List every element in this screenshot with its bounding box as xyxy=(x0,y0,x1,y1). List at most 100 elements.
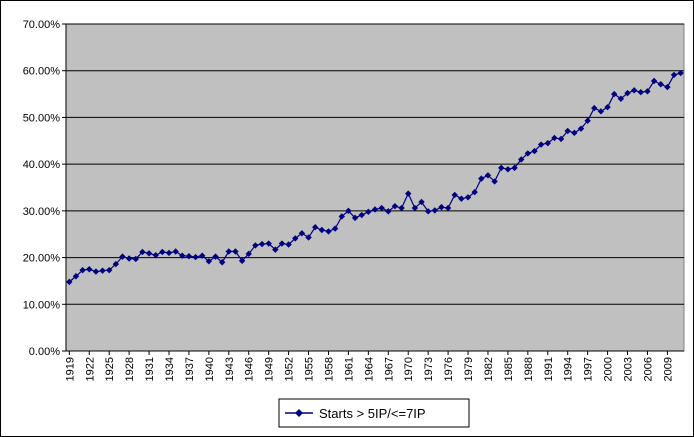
data-point xyxy=(86,266,93,273)
x-tick-label: 1961 xyxy=(343,357,355,381)
data-point xyxy=(365,208,372,215)
data-point xyxy=(205,258,213,265)
data-point xyxy=(179,252,186,259)
data-point xyxy=(664,83,671,91)
data-point xyxy=(484,172,492,179)
x-tick-label: 1940 xyxy=(204,357,216,381)
data-point xyxy=(597,108,605,115)
data-point xyxy=(537,141,545,148)
data-point xyxy=(438,203,445,211)
data-point xyxy=(444,204,452,212)
y-axis-ticks: 0.00% 10.00% 20.00% 30.00% 40.00% 50.00% 60.00… xyxy=(23,19,684,358)
data-point xyxy=(385,208,392,215)
data-point xyxy=(252,242,259,249)
data-point xyxy=(418,198,425,206)
data-point xyxy=(458,195,465,202)
legend-marker-diamond xyxy=(295,409,303,417)
x-tick-label: 1994 xyxy=(563,357,575,381)
data-point xyxy=(165,249,173,257)
x-tick-label: 1931 xyxy=(144,357,156,381)
data-point xyxy=(92,268,100,275)
data-point xyxy=(66,278,73,286)
x-tick-label: 1937 xyxy=(184,357,196,381)
data-point xyxy=(119,253,126,260)
x-tick-label: 1985 xyxy=(503,357,515,381)
data-point xyxy=(498,164,505,172)
data-point xyxy=(405,190,412,197)
x-tick-label: 1973 xyxy=(423,357,435,381)
x-tick-label: 1946 xyxy=(244,357,256,381)
data-point xyxy=(218,259,226,266)
legend-label: Starts > 5IP/<=7IP xyxy=(319,406,426,421)
x-tick-label: 1976 xyxy=(443,357,455,381)
data-point xyxy=(644,88,651,95)
data-point xyxy=(478,175,485,182)
data-point xyxy=(305,234,312,241)
data-point xyxy=(584,117,591,124)
data-point xyxy=(378,204,385,212)
data-point xyxy=(657,81,664,88)
data-point xyxy=(398,204,405,212)
data-point xyxy=(225,248,233,255)
data-point xyxy=(524,150,532,157)
data-point xyxy=(464,194,472,201)
data-point xyxy=(557,135,565,143)
x-tick-label: 1991 xyxy=(543,357,555,381)
data-point xyxy=(650,77,658,85)
data-point xyxy=(371,206,379,213)
y-tick-label: 30.00% xyxy=(23,206,61,218)
data-point xyxy=(272,246,279,253)
x-tick-label: 1928 xyxy=(124,357,136,381)
data-point xyxy=(670,71,678,79)
data-point xyxy=(338,213,345,220)
data-point xyxy=(358,211,365,219)
data-point xyxy=(172,248,179,255)
y-tick-label: 50.00% xyxy=(23,112,61,124)
x-tick-label: 1952 xyxy=(284,357,296,381)
x-tick-label: 1982 xyxy=(483,357,495,381)
data-point xyxy=(331,225,339,232)
x-tick-label: 1967 xyxy=(383,357,395,381)
data-point xyxy=(152,252,159,259)
data-point xyxy=(624,89,631,97)
data-point xyxy=(285,241,292,248)
data-point xyxy=(192,253,199,261)
data-point xyxy=(238,257,246,265)
data-point xyxy=(491,178,498,185)
x-tick-label: 1988 xyxy=(523,357,535,381)
data-point xyxy=(517,156,525,163)
data-point xyxy=(345,207,352,215)
data-point xyxy=(112,260,120,268)
data-point xyxy=(591,104,598,112)
data-point xyxy=(311,224,319,231)
data-point xyxy=(265,240,272,247)
x-tick-label: 2000 xyxy=(603,357,615,381)
x-tick-label: 1922 xyxy=(84,357,96,381)
data-point xyxy=(258,240,266,248)
x-tick-label: 1964 xyxy=(363,357,375,381)
data-point xyxy=(630,87,638,94)
y-tick-label: 70.00% xyxy=(23,19,61,31)
data-point xyxy=(504,166,512,173)
data-point xyxy=(677,69,684,77)
data-point xyxy=(451,191,458,199)
data-point xyxy=(245,250,252,258)
data-point xyxy=(544,139,551,147)
data-point xyxy=(577,125,585,132)
x-tick-label: 1979 xyxy=(463,357,475,381)
data-point xyxy=(325,228,332,235)
data-point xyxy=(278,240,286,247)
x-tick-label: 2006 xyxy=(642,357,654,381)
series-layer xyxy=(66,69,684,286)
x-axis-ticks: 1919 1922 1925 1928 1931 1934 1937 1940 1943 1946… xyxy=(64,351,674,381)
plot-area xyxy=(65,23,685,352)
data-point xyxy=(145,250,153,257)
data-point xyxy=(139,248,146,256)
x-tick-label: 1919 xyxy=(64,357,76,381)
data-point xyxy=(351,214,359,222)
data-point xyxy=(424,208,432,215)
data-point xyxy=(411,204,419,212)
x-tick-label: 1955 xyxy=(304,357,316,381)
data-point xyxy=(551,134,558,142)
